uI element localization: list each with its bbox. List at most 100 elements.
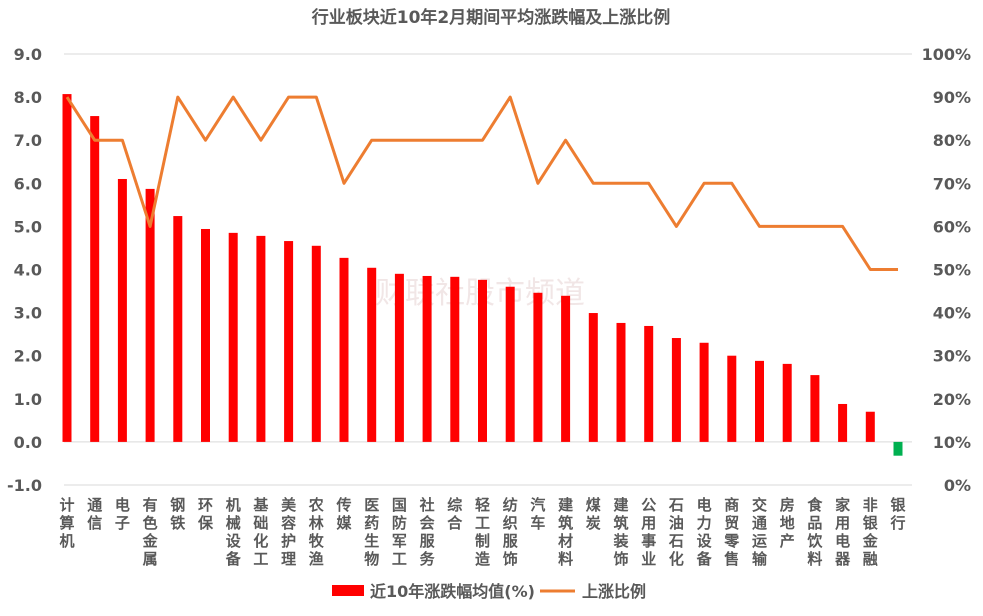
category-char: 银 <box>863 514 879 532</box>
category-char: 石 <box>668 532 684 550</box>
category-char: 织 <box>503 514 518 532</box>
category-char: 食 <box>807 496 823 514</box>
right-tick-label: 40% <box>933 304 971 323</box>
chart-title: 行业板块近10年2月期间平均涨跌幅及上涨比例 <box>311 7 671 28</box>
bars <box>62 94 903 456</box>
category-char: 备 <box>225 550 242 568</box>
category-char: 媒 <box>336 514 352 532</box>
category-char: 金 <box>862 532 879 550</box>
category-char: 药 <box>364 514 379 532</box>
category-char: 环 <box>198 496 213 514</box>
right-tick-label: 80% <box>933 131 971 150</box>
bar <box>616 322 626 442</box>
category-char: 油 <box>669 514 684 532</box>
category-char: 材 <box>558 532 573 550</box>
right-tick-label: 0% <box>944 476 971 495</box>
category-char: 售 <box>724 550 739 568</box>
category-label: 银行 <box>889 496 906 532</box>
category-char: 力 <box>697 514 712 532</box>
category-char: 础 <box>253 514 268 532</box>
category-char: 容 <box>280 514 296 532</box>
bar <box>284 241 294 442</box>
bar <box>478 279 487 442</box>
category-char: 信 <box>87 514 102 532</box>
category-char: 物 <box>364 550 379 568</box>
category-char: 军 <box>392 532 407 550</box>
category-char: 料 <box>807 550 822 568</box>
right-tick-label: 60% <box>933 217 971 236</box>
right-tick-label: 30% <box>933 347 971 366</box>
right-tick-label: 100% <box>922 45 971 64</box>
category-char: 业 <box>641 550 656 568</box>
category-char: 非 <box>863 496 878 514</box>
category-char: 工 <box>253 550 268 568</box>
category-char: 石 <box>668 496 684 514</box>
bar <box>173 216 183 442</box>
category-char: 属 <box>143 550 158 568</box>
category-char: 饰 <box>503 550 518 568</box>
category-char: 商 <box>724 496 739 514</box>
category-char: 化 <box>253 532 268 550</box>
category-char: 纺 <box>503 496 518 514</box>
bar <box>117 178 127 442</box>
category-char: 服 <box>420 532 436 550</box>
category-char: 保 <box>197 514 214 532</box>
category-char: 装 <box>612 532 629 550</box>
bar <box>90 116 100 442</box>
category-char: 防 <box>392 514 407 532</box>
category-char: 通 <box>87 496 102 514</box>
category-char: 理 <box>281 550 296 568</box>
line-path <box>65 95 898 271</box>
left-tick-label: 2.0 <box>14 347 42 366</box>
left-tick-label: 3.0 <box>14 304 42 323</box>
left-tick-label: 0.0 <box>14 433 42 452</box>
category-char: 林 <box>309 514 325 532</box>
category-char: 料 <box>558 550 573 568</box>
bar <box>893 441 903 456</box>
category-char: 护 <box>281 532 296 550</box>
category-char: 电 <box>115 496 130 514</box>
category-char: 建 <box>613 496 629 514</box>
category-char: 美 <box>281 496 297 514</box>
bar <box>339 257 349 442</box>
right-tick-label: 70% <box>933 174 971 193</box>
category-labels: 计算机通信电子有色金属钢铁环保机械设备基础化工美容护理农林牧渔传媒医药生物国防军… <box>59 496 906 568</box>
bar <box>699 342 709 442</box>
bar <box>810 375 820 442</box>
category-char: 品 <box>807 514 822 532</box>
category-char: 煤 <box>586 496 601 514</box>
category-char: 国 <box>392 496 407 514</box>
left-tick-label: 6.0 <box>14 174 42 193</box>
category-char: 筑 <box>557 514 573 532</box>
category-label: 计算机 <box>59 496 74 550</box>
category-char: 械 <box>226 514 241 532</box>
category-char: 车 <box>530 514 545 532</box>
bar <box>505 286 515 442</box>
category-char: 设 <box>697 532 712 550</box>
category-char: 子 <box>115 514 130 532</box>
left-tick-label: -1.0 <box>7 476 42 495</box>
category-char: 产 <box>780 532 795 550</box>
category-char: 行 <box>889 514 905 532</box>
category-char: 农 <box>308 496 324 514</box>
category-label: 房地产 <box>780 496 795 550</box>
bar <box>533 292 543 442</box>
bar <box>588 313 598 442</box>
bar <box>561 295 571 442</box>
category-char: 筑 <box>612 514 628 532</box>
category-char: 电 <box>835 532 850 550</box>
category-char: 用 <box>835 514 850 532</box>
category-char: 传 <box>335 496 351 514</box>
